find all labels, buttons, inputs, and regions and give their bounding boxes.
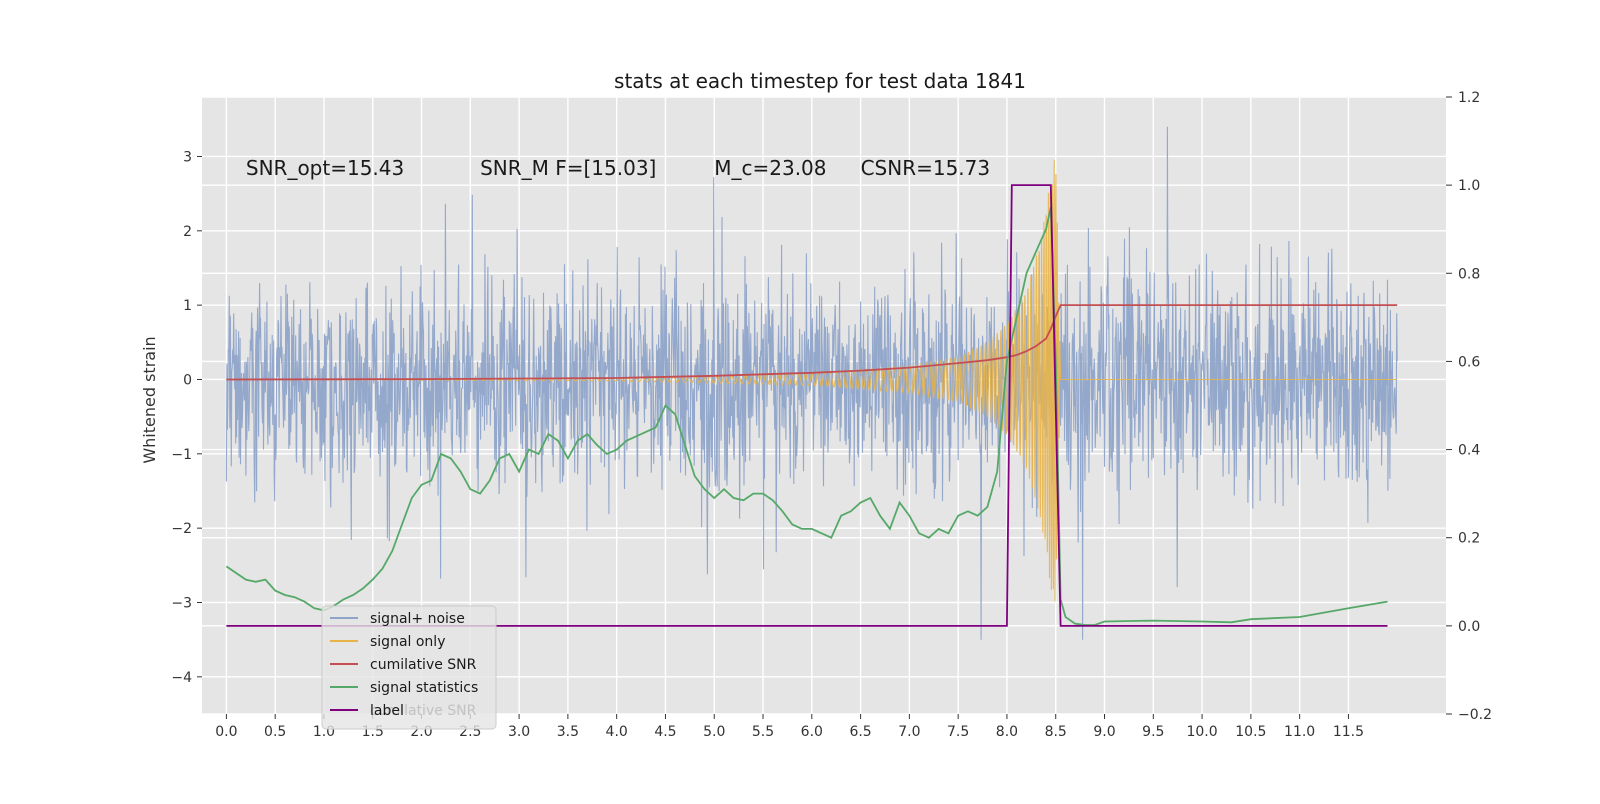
x-tick-label: 5.0 (703, 724, 725, 740)
annotation-2: SNR_M F=[15.03] (480, 156, 656, 180)
series-signal-noise (225, 126, 1398, 640)
y-tick-label: 1 (183, 298, 192, 314)
series-cumilative-snr (226, 304, 1398, 381)
y2-tick-label: 1.0 (1458, 178, 1480, 194)
annotation-4: CSNR=15.73 (861, 156, 991, 180)
x-tick-label: 7.5 (947, 724, 969, 740)
y2-tick-label: 0.8 (1458, 266, 1480, 282)
legend-label: signal+ noise (370, 611, 465, 627)
series-line (226, 304, 1398, 381)
x-tick-label: 0.0 (215, 724, 237, 740)
y-axis-label: Whitened strain (140, 336, 159, 463)
x-tick-label: 4.5 (654, 724, 676, 740)
annotation-3: M_c=23.08 (714, 156, 826, 180)
x-tick-label: 9.0 (1093, 724, 1115, 740)
x-tick-label: 4.0 (606, 724, 628, 740)
legend: signal+ noise signal only cumilative SNR si… (321, 605, 497, 730)
y-tick-label: −4 (171, 670, 192, 686)
legend-label: label (370, 703, 404, 719)
series-line (225, 126, 1398, 640)
y-tick-label: 0 (183, 372, 192, 388)
y-tick-label: −1 (171, 447, 192, 463)
annotation-1: SNR_opt=15.43 (246, 156, 404, 180)
y-axis-ticks: −4 −3 −2 −1 0 1 2 3 (171, 149, 202, 686)
x-tick-label: 3.5 (557, 724, 579, 740)
x-tick-label: 10.5 (1235, 724, 1266, 740)
x-tick-label: 5.5 (752, 724, 774, 740)
series-line (226, 184, 1388, 627)
legend-ghost-text: cumilative SNR (370, 703, 477, 719)
x-tick-label: 9.5 (1142, 724, 1164, 740)
annotation-layer: SNR_opt=15.43 SNR_M F=[15.03] M_c=23.08 CSN… (246, 156, 990, 180)
x-tick-label: 0.5 (264, 724, 286, 740)
y-tick-label: 3 (183, 149, 192, 165)
legend-label: signal only (370, 634, 445, 650)
x-tick-label: 8.0 (996, 724, 1018, 740)
chart-title: stats at each timestep for test data 184… (614, 69, 1026, 93)
y2-tick-label: 0.6 (1458, 354, 1480, 370)
x-tick-label: 6.5 (849, 724, 871, 740)
legend-label: signal statistics (370, 680, 478, 696)
legend-box (321, 605, 497, 730)
series-label (226, 184, 1388, 627)
y-tick-label: 2 (183, 224, 192, 240)
x-tick-label: 3.0 (508, 724, 530, 740)
y2-axis-ticks: −0.2 0.0 0.2 0.4 0.6 0.8 1.0 1.2 (1446, 90, 1492, 723)
x-tick-label: 8.5 (1045, 724, 1067, 740)
y-tick-label: −2 (171, 521, 192, 537)
y2-tick-label: 0.0 (1458, 619, 1480, 635)
series-signal-statistics (225, 207, 1388, 626)
x-tick-label: 7.0 (898, 724, 920, 740)
y-tick-label: −3 (171, 595, 192, 611)
x-tick-label: 10.0 (1186, 724, 1217, 740)
x-tick-label: 11.5 (1333, 724, 1364, 740)
series-line (225, 207, 1388, 626)
y2-tick-label: 0.4 (1458, 443, 1480, 459)
y2-tick-label: 1.2 (1458, 90, 1480, 106)
series-layer (225, 126, 1398, 640)
legend-label: cumilative SNR (370, 657, 477, 673)
y2-tick-label: 0.2 (1458, 531, 1480, 547)
x-tick-label: 11.0 (1284, 724, 1315, 740)
x-tick-label: 6.0 (801, 724, 823, 740)
y2-tick-label: −0.2 (1458, 707, 1492, 723)
